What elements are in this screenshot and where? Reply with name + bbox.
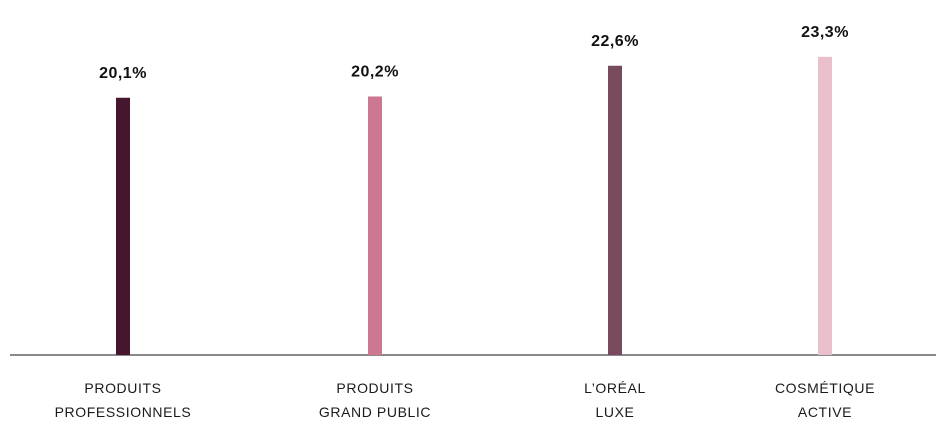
category-label-1-line-1: PRODUITS: [84, 380, 161, 396]
category-label-3-line-1: L’ORÉAL: [584, 380, 646, 396]
category-labels-group: PRODUITS PROFESSIONNELS PRODUITS GRAND PUBL…: [55, 380, 875, 420]
bar-1: [116, 97, 130, 356]
bar-4: [818, 56, 832, 356]
category-label-3-line-2: LUXE: [596, 404, 635, 420]
category-label-4-line-2: ACTIVE: [798, 404, 852, 420]
value-label-2: 20,2%: [351, 63, 399, 80]
value-labels-group: 20,1% 20,2% 22,6% 23,3%: [99, 24, 849, 82]
value-label-3: 22,6%: [591, 33, 639, 50]
bar-2: [368, 96, 382, 355]
value-label-4: 23,3%: [801, 24, 849, 41]
category-label-2-line-1: PRODUITS: [336, 380, 413, 396]
category-label-2-line-2: GRAND PUBLIC: [319, 404, 431, 420]
bar-3: [608, 65, 622, 355]
bars-group: [116, 56, 832, 356]
category-label-4-line-1: COSMÉTIQUE: [775, 380, 875, 396]
value-label-1: 20,1%: [99, 65, 147, 82]
category-label-1-line-2: PROFESSIONNELS: [55, 404, 192, 420]
